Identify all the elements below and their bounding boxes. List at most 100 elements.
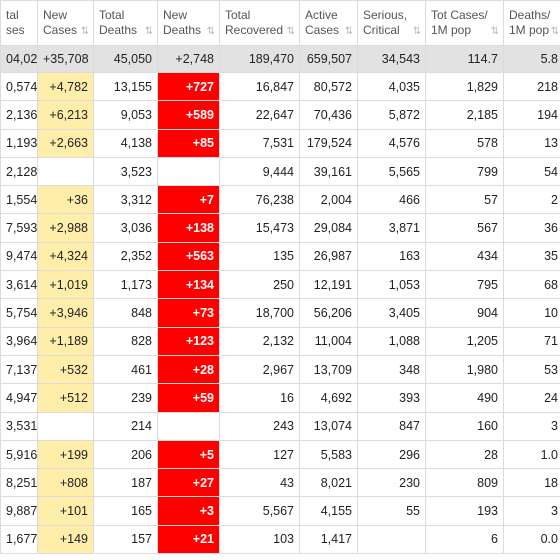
table-cell: 71 bbox=[503, 326, 560, 356]
table-cell: 3,614 bbox=[0, 270, 38, 300]
table-cell: +2,663 bbox=[37, 128, 94, 158]
table-cell: +512 bbox=[37, 383, 94, 413]
table-cell: 28 bbox=[425, 439, 504, 470]
table-cell: 7,531 bbox=[219, 128, 300, 158]
column-header[interactable]: Tot Cases/1M pop ⇅ bbox=[425, 0, 504, 46]
table-cell: 1,980 bbox=[425, 354, 504, 385]
table-cell: 2,352 bbox=[93, 241, 158, 272]
column-header[interactable]: tal ses bbox=[0, 0, 38, 46]
header-text: Cases bbox=[43, 23, 78, 37]
column-header[interactable]: Total Recovered ⇅ bbox=[219, 0, 300, 46]
column-header[interactable]: Total Deaths ⇅ bbox=[93, 0, 158, 46]
table-cell bbox=[37, 156, 94, 187]
table-cell: 3,312 bbox=[93, 185, 158, 215]
header-text: Critical bbox=[363, 23, 400, 37]
table-cell: +28 bbox=[157, 354, 220, 385]
table-cell: 7,137 bbox=[0, 354, 38, 385]
table-cell: +4,324 bbox=[37, 241, 94, 272]
header-text: New bbox=[43, 8, 68, 22]
table-cell: 3,964 bbox=[0, 326, 38, 356]
table-cell: 1,677 bbox=[0, 524, 38, 555]
table-cell: +3,946 bbox=[37, 298, 94, 328]
table-cell: 35 bbox=[503, 241, 560, 272]
total-row: 04,027+35,70845,050+2,748189,470659,5073… bbox=[0, 45, 560, 73]
sort-icon[interactable]: ⇅ bbox=[206, 26, 215, 37]
table-cell bbox=[157, 411, 220, 441]
table-cell: +7 bbox=[157, 185, 220, 215]
header-text: Total bbox=[225, 8, 251, 22]
sort-icon[interactable]: ⇅ bbox=[286, 26, 295, 37]
sort-icon[interactable]: ⇅ bbox=[344, 26, 353, 37]
table-cell: 43 bbox=[219, 468, 300, 498]
table-cell: 29,084 bbox=[299, 213, 358, 243]
table-cell: 5,916 bbox=[0, 439, 38, 470]
table-cell: 1,088 bbox=[357, 326, 426, 356]
table-cell: 13,074 bbox=[299, 411, 358, 441]
table-cell: 13,155 bbox=[93, 71, 158, 102]
data-row: 5,754 +3,946 848 +73 18,700 56,206 3,405 904 10 bbox=[0, 298, 560, 328]
table-cell: 4,947 bbox=[0, 383, 38, 413]
column-header[interactable]: Serious, Critical ⇅ bbox=[357, 0, 426, 46]
column-header[interactable]: Deaths/1M pop ⇅ bbox=[503, 0, 560, 46]
column-header[interactable]: New Cases ⇅ bbox=[37, 0, 94, 46]
table-cell: 70,436 bbox=[299, 100, 358, 130]
table-cell: 659,507 bbox=[299, 45, 358, 73]
table-cell bbox=[357, 524, 426, 555]
table-cell: 15,473 bbox=[219, 213, 300, 243]
table-cell: 828 bbox=[93, 326, 158, 356]
table-cell: 54 bbox=[503, 156, 560, 187]
table-cell: 2,132 bbox=[219, 326, 300, 356]
table-cell: 8,021 bbox=[299, 468, 358, 498]
sort-icon[interactable]: ⇅ bbox=[144, 26, 153, 37]
data-row: 0,574 +4,782 13,155 +727 16,847 80,572 4,035 1,… bbox=[0, 71, 560, 102]
table-cell: +59 bbox=[157, 383, 220, 413]
table-cell: 250 bbox=[219, 270, 300, 300]
table-cell: 214 bbox=[93, 411, 158, 441]
sort-icon[interactable]: ⇅ bbox=[550, 26, 559, 37]
table-cell: 5,583 bbox=[299, 439, 358, 470]
table-cell: 1,417 bbox=[299, 524, 358, 555]
table-cell: 4,576 bbox=[357, 128, 426, 158]
table-cell: 2,967 bbox=[219, 354, 300, 385]
column-header[interactable]: New Deaths ⇅ bbox=[157, 0, 220, 46]
table-cell: 795 bbox=[425, 270, 504, 300]
header-text: Active bbox=[305, 8, 338, 22]
header-text: Cases bbox=[305, 23, 340, 37]
table-cell: 3,523 bbox=[93, 156, 158, 187]
sort-icon[interactable]: ⇅ bbox=[490, 26, 499, 37]
table-cell: 163 bbox=[357, 241, 426, 272]
table-cell: 3,405 bbox=[357, 298, 426, 328]
table-cell: 1,205 bbox=[425, 326, 504, 356]
header-text: 1M pop bbox=[509, 23, 550, 37]
table-cell: 36 bbox=[503, 213, 560, 243]
table-cell: 847 bbox=[357, 411, 426, 441]
table-cell: 1,829 bbox=[425, 71, 504, 102]
table-cell: +27 bbox=[157, 468, 220, 498]
table-cell: 2 bbox=[503, 185, 560, 215]
header-text: Deaths bbox=[99, 23, 138, 37]
sort-icon[interactable]: ⇅ bbox=[80, 26, 89, 37]
table-cell: 230 bbox=[357, 468, 426, 498]
table-cell: 34,543 bbox=[357, 45, 426, 73]
table-cell: 68 bbox=[503, 270, 560, 300]
sort-icon[interactable]: ⇅ bbox=[412, 26, 421, 37]
data-row: 7,137 +532 461 +28 2,967 13,709 348 1,980 53 bbox=[0, 354, 560, 385]
table-cell: 3 bbox=[503, 496, 560, 526]
table-cell: 103 bbox=[219, 524, 300, 555]
table-cell: +21 bbox=[157, 524, 220, 555]
data-row: 3,964 +1,189 828 +123 2,132 11,004 1,088 1,205 7… bbox=[0, 326, 560, 356]
header-text: Tot Cases/ bbox=[431, 8, 488, 22]
table-cell: 193 bbox=[425, 496, 504, 526]
table-cell: +1,189 bbox=[37, 326, 94, 356]
table-cell: 466 bbox=[357, 185, 426, 215]
column-header[interactable]: Active Cases ⇅ bbox=[299, 0, 358, 46]
table-body: 04,027+35,70845,050+2,748189,470659,5073… bbox=[0, 45, 560, 555]
header-text: ses bbox=[6, 23, 25, 37]
table-cell: 9,887 bbox=[0, 496, 38, 526]
table-cell: 8,251 bbox=[0, 468, 38, 498]
table-cell: 187 bbox=[93, 468, 158, 498]
table-cell: 76,238 bbox=[219, 185, 300, 215]
table-cell: 296 bbox=[357, 439, 426, 470]
data-row: 8,251 +808 187 +27 43 8,021 230 809 18 bbox=[0, 468, 560, 498]
